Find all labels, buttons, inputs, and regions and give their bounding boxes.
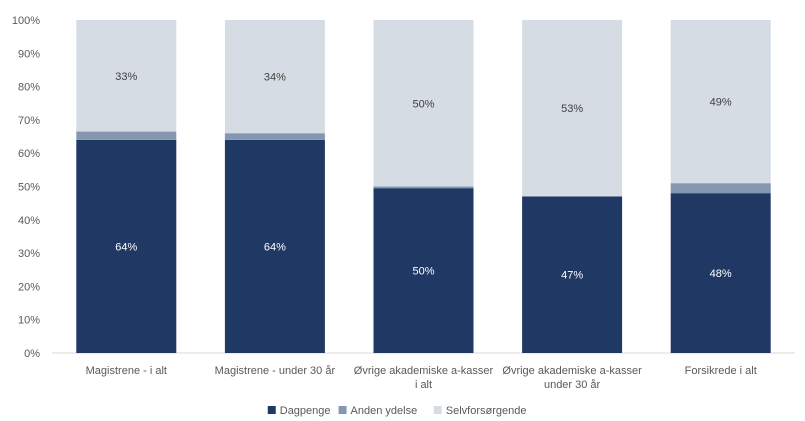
bar-segment-dagpenge [522, 196, 623, 353]
y-tick-label: 50% [18, 182, 40, 194]
data-label: 47% [561, 270, 583, 282]
data-label: 53% [561, 103, 583, 115]
bar-segment-selvfors-rgende [373, 20, 474, 187]
bar-segment-anden-ydelse [76, 131, 177, 140]
bar-segment-anden-ydelse [670, 183, 771, 194]
category-label: Magistrene - under 30 år [215, 365, 336, 377]
bar-segment-selvfors-rgende [522, 20, 623, 197]
bar-segment-dagpenge [224, 139, 325, 353]
data-label: 33% [115, 71, 137, 83]
y-tick-label: 30% [18, 248, 40, 260]
y-tick-label: 40% [18, 215, 40, 227]
legend-label: Selvforsørgende [446, 405, 527, 417]
data-label: 50% [412, 98, 434, 110]
y-tick-label: 20% [18, 281, 40, 293]
data-label: 64% [115, 241, 137, 253]
legend-label: Dagpenge [280, 405, 331, 417]
legend-swatch [433, 406, 442, 414]
y-tick-label: 0% [24, 348, 40, 360]
category-label: Forsikrede i alt [685, 365, 757, 377]
y-tick-label: 90% [18, 48, 40, 60]
y-tick-label: 80% [18, 82, 40, 94]
category-label: Magistrene - i alt [86, 365, 167, 377]
data-label: 64% [264, 241, 286, 253]
bar-segment-anden-ydelse [373, 186, 474, 189]
legend-swatch [338, 406, 347, 414]
bar-segment-dagpenge [373, 188, 474, 353]
data-label: 34% [264, 72, 286, 84]
y-tick-label: 10% [18, 315, 40, 327]
bar-segment-selvfors-rgende [76, 20, 177, 132]
category-label: i alt [415, 379, 432, 391]
y-tick-label: 70% [18, 115, 40, 127]
data-label: 49% [710, 97, 732, 109]
y-tick-label: 100% [12, 15, 40, 27]
y-tick-label: 60% [18, 148, 40, 160]
category-label: Øvrige akademiske a-kasser [502, 365, 642, 377]
category-label: under 30 år [544, 379, 601, 391]
category-label: Øvrige akademiske a-kasser [354, 365, 494, 377]
bar-segment-dagpenge [670, 193, 771, 353]
data-label: 48% [710, 268, 732, 280]
legend-swatch [267, 406, 276, 414]
bar-segment-selvfors-rgende [224, 20, 325, 134]
data-label: 50% [412, 266, 434, 278]
bar-segment-dagpenge [76, 139, 177, 353]
bar-segment-anden-ydelse [224, 133, 325, 140]
bar-segment-selvfors-rgende [670, 20, 771, 184]
legend-label: Anden ydelse [351, 405, 418, 417]
